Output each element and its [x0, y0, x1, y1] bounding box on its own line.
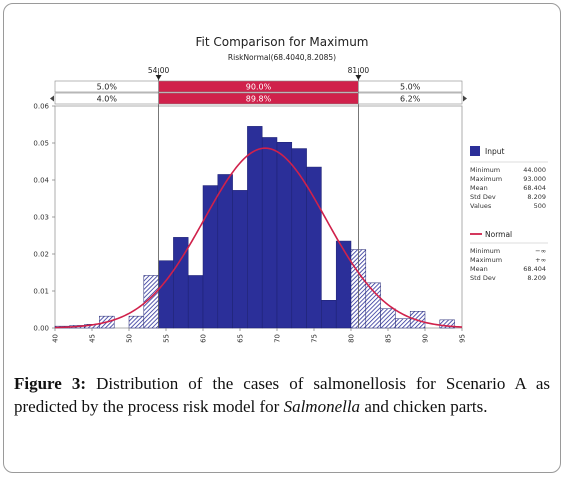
input-stat-value: 68.404: [523, 184, 546, 192]
x-tick-label: 95: [459, 334, 467, 343]
input-legend-label: Input: [485, 147, 504, 156]
fit-band-middle-label: 89.8%: [246, 95, 272, 104]
fit-band-right-label: 6.2%: [400, 95, 421, 104]
histogram-bar: [395, 318, 411, 329]
right-marker-triangle: [355, 75, 362, 80]
input-stat-value: 93.000: [523, 175, 546, 183]
caption-italic: Salmonella: [283, 397, 361, 416]
histogram-bar: [380, 308, 396, 329]
caption-label: Figure 3:: [14, 374, 87, 393]
figure-caption: Figure 3: Distribution of the cases of s…: [14, 372, 550, 418]
x-tick-label: 90: [422, 334, 430, 343]
histogram-bar: [439, 319, 455, 329]
right-marker-label: 81.00: [348, 66, 370, 75]
histogram-bar: [335, 240, 352, 329]
input-stat-value: 8.209: [527, 193, 546, 201]
input-stat-name: Mean: [470, 184, 488, 192]
input-stat-name: Minimum: [470, 166, 500, 174]
x-tick-label: 80: [348, 334, 356, 343]
histogram-bar: [306, 166, 322, 329]
normal-stat-name: Minimum: [470, 247, 500, 255]
histogram-bar: [128, 315, 145, 329]
x-tick-label: 40: [52, 334, 60, 343]
histogram-bar: [261, 137, 278, 329]
input-band-left-label: 5.0%: [97, 83, 118, 92]
normal-stat-name: Maximum: [470, 256, 502, 264]
left-marker-label: 54.00: [148, 66, 170, 75]
normal-stat-name: Std Dev: [470, 274, 496, 282]
histogram-bar: [276, 142, 293, 329]
input-band-right-label: 5.0%: [400, 83, 421, 92]
chart-subtitle: RiskNormal(68.4040,8.2085): [227, 53, 337, 62]
y-tick-label: 0.05: [33, 140, 49, 148]
histogram-bar: [232, 190, 248, 329]
input-stat-name: Std Dev: [470, 193, 496, 201]
y-tick-label: 0.00: [33, 325, 49, 333]
y-tick-label: 0.01: [33, 288, 49, 296]
y-tick-label: 0.02: [33, 251, 49, 259]
fit-band-right-segment: [358, 92, 463, 105]
input-stat-name: Maximum: [470, 175, 502, 183]
normal-stat-value: −∞: [535, 247, 546, 255]
input-band-middle-label: 90.0%: [246, 83, 272, 92]
input-legend-swatch: [470, 146, 480, 156]
x-tick-label: 45: [89, 334, 97, 343]
caption-text: Distribution of the cases of salmonellos…: [14, 374, 550, 416]
histogram-bar: [321, 300, 337, 329]
chart-title: Fit Comparison for Maximum: [195, 35, 369, 49]
histogram-bar: [158, 260, 174, 329]
x-tick-label: 60: [200, 334, 208, 343]
x-tick-label: 55: [163, 334, 171, 343]
x-tick-label: 65: [237, 334, 245, 343]
histogram-bar: [217, 174, 233, 329]
x-tick-label: 85: [385, 334, 393, 343]
x-tick-label: 70: [274, 334, 282, 343]
x-tick-label: 50: [126, 334, 134, 343]
input-stat-name: Values: [470, 202, 492, 210]
histogram-bar: [247, 126, 263, 329]
caption-text-end: and chicken parts.: [360, 397, 488, 416]
histogram-bar: [365, 282, 381, 329]
normal-stat-name: Mean: [470, 265, 488, 273]
left-marker-triangle: [155, 75, 162, 80]
histogram-bar: [187, 275, 204, 329]
y-tick-label: 0.03: [33, 214, 49, 222]
fit-band-left-arrow-icon: [50, 95, 54, 102]
fit-band-right-arrow-icon: [463, 95, 467, 102]
input-stat-value: 44.000: [523, 166, 546, 174]
input-stat-value: 500: [534, 202, 546, 210]
x-tick-label: 75: [311, 334, 319, 343]
normal-stat-value: +∞: [535, 256, 546, 264]
normal-legend-label: Normal: [485, 230, 512, 239]
histogram-chart: 0.00 0.01 0.02 0.03 0.04 0.05 0.06 40 45 50 55 60 65…: [33, 66, 548, 343]
y-tick-label: 0.04: [33, 177, 49, 185]
normal-stat-value: 68.404: [523, 265, 546, 273]
normal-fit-curve: [54, 147, 463, 329]
normal-stat-value: 8.209: [527, 274, 546, 282]
fit-band-left-label: 4.0%: [97, 95, 118, 104]
y-tick-label: 0.06: [33, 103, 49, 111]
input-band-right-segment: [358, 80, 463, 93]
